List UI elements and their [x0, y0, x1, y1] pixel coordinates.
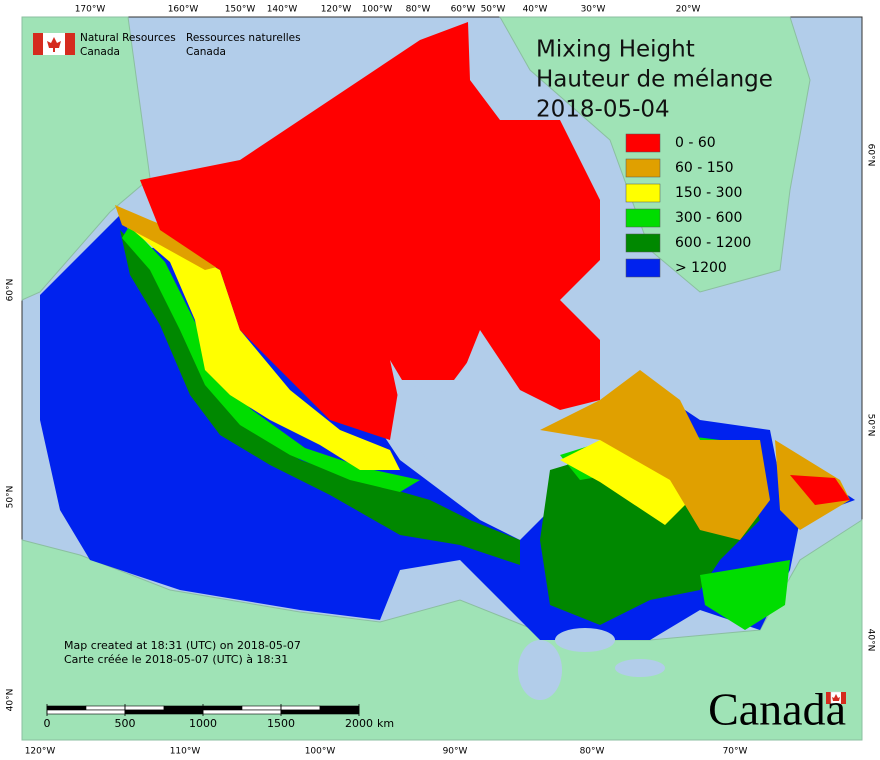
region-red-nfld	[790, 475, 850, 505]
map-title: 2018-05-04	[536, 97, 670, 123]
graticule-label: 80°W	[406, 5, 431, 15]
legend-label: 600 - 1200	[675, 235, 751, 251]
region-orange	[540, 370, 770, 540]
graticule-label: 40°N	[6, 689, 16, 712]
region-maritimes	[700, 560, 790, 630]
legend-label: 60 - 150	[675, 160, 734, 176]
graticule-label: 120°W	[25, 747, 56, 757]
scale-segment	[124, 709, 204, 715]
graticule-label: 60°N	[6, 279, 16, 302]
scale-segment	[124, 705, 165, 711]
legend-swatch	[625, 233, 661, 253]
graticule-label: 20°W	[676, 5, 701, 15]
lake	[518, 640, 562, 700]
legend-label: 300 - 600	[675, 210, 742, 226]
scale-segment	[280, 705, 321, 711]
graticule-label: 50°N	[6, 486, 16, 509]
legend-label: 150 - 300	[675, 185, 742, 201]
legend-swatch	[625, 208, 661, 228]
legend-swatch	[625, 258, 661, 278]
hudson-bay	[390, 352, 522, 480]
graticule-label: 150°W	[225, 5, 256, 15]
legend-swatch	[625, 183, 661, 203]
scale-label: 1000	[189, 717, 217, 730]
scale-segment	[85, 705, 126, 711]
legend-swatch	[625, 133, 661, 153]
graticule-label: 160°W	[168, 5, 199, 15]
scale-label: 0	[44, 717, 51, 730]
agency-fr: Canada	[186, 46, 226, 58]
scale-segment	[319, 705, 360, 711]
lake	[555, 628, 615, 652]
graticule-label: 100°W	[305, 747, 336, 757]
map-note: Map created at 18:31 (UTC) on 2018-05-07	[64, 639, 301, 652]
scale-label: 1500	[267, 717, 295, 730]
graticule-label: 70°W	[723, 747, 748, 757]
graticule-label: 110°W	[170, 747, 201, 757]
agency-fr: Ressources naturelles	[186, 32, 301, 44]
lake	[615, 659, 665, 677]
scale-segment	[46, 705, 87, 711]
region-green	[122, 225, 420, 492]
graticule-label: 100°W	[362, 5, 393, 15]
map-note: Carte créée le 2018-05-07 (UTC) à 18:31	[64, 653, 288, 666]
graticule-label: 40°W	[523, 5, 548, 15]
wordmark-flag	[826, 691, 846, 705]
legend-label: > 1200	[675, 260, 727, 276]
graticule-label: 60°W	[451, 5, 476, 15]
graticule-label: 50°N	[866, 414, 876, 437]
graticule-label: 40°N	[866, 629, 876, 652]
graticule-label: 60°N	[866, 144, 876, 167]
map-frame	[21, 16, 863, 741]
scale-segment	[241, 705, 282, 711]
region-red	[140, 22, 600, 440]
map-title: Hauteur de mélange	[536, 67, 773, 93]
greenland	[499, 16, 811, 293]
graticule-label: 140°W	[267, 5, 298, 15]
scale-label: 500	[115, 717, 136, 730]
agency-flag	[33, 33, 75, 55]
graticule-label: 30°W	[581, 5, 606, 15]
graticule-label: 90°W	[443, 747, 468, 757]
legend-swatch	[625, 158, 661, 178]
scale-segment	[202, 705, 243, 711]
agency-en: Natural Resources	[80, 32, 176, 44]
region-dark-green	[120, 230, 520, 565]
graticule-label: 170°W	[75, 5, 106, 15]
region-yellow	[128, 226, 400, 470]
legend-label: 0 - 60	[675, 135, 716, 151]
graticule-label: 80°W	[580, 747, 605, 757]
scale-unit: km	[377, 717, 394, 730]
map-title: Mixing Height	[536, 37, 695, 63]
graticule-label: 120°W	[321, 5, 352, 15]
scale-segment	[280, 709, 360, 715]
scale-segment	[163, 705, 204, 711]
scale-segment	[202, 709, 282, 715]
graticule-label: 50°W	[481, 5, 506, 15]
scale-label: 2000	[345, 717, 373, 730]
scale-segment	[46, 709, 126, 715]
agency-en: Canada	[80, 46, 120, 58]
alaska	[21, 16, 151, 301]
wordmark: Canada	[708, 684, 846, 735]
